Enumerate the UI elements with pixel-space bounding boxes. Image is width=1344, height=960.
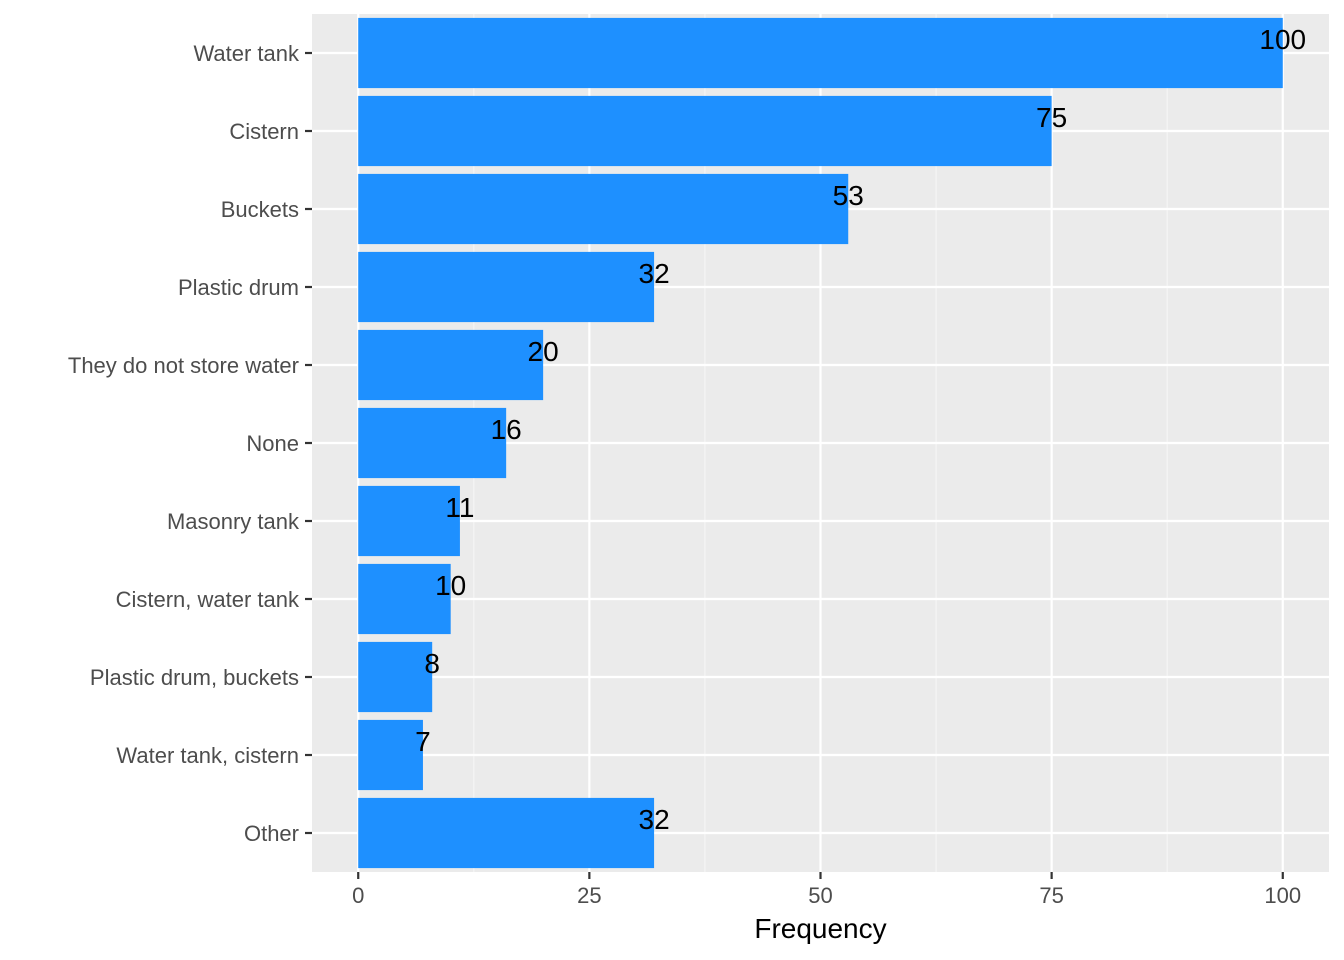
x-axis: 0 25 50 75 100	[352, 872, 1301, 908]
y-axis-category-label: Cistern	[229, 119, 299, 144]
y-axis-category-label: Masonry tank	[167, 509, 300, 534]
bars	[358, 17, 1283, 869]
bar	[358, 563, 451, 635]
bar-value-label: 32	[639, 258, 670, 289]
bar-value-label: 75	[1036, 102, 1067, 133]
y-axis-category-label: Water tank	[193, 41, 300, 66]
y-axis-category-label: Cistern, water tank	[116, 587, 300, 612]
x-axis-title: Frequency	[754, 913, 886, 944]
y-axis-category-label: Buckets	[221, 197, 299, 222]
bar	[358, 17, 1283, 89]
y-axis-category-label: Other	[244, 821, 299, 846]
bar	[358, 329, 544, 401]
y-axis-category-label: Plastic drum, buckets	[90, 665, 299, 690]
bar-value-label: 20	[528, 336, 559, 367]
bar-value-label: 7	[415, 726, 431, 757]
bar	[358, 173, 849, 245]
bar-value-label: 10	[435, 570, 466, 601]
bar	[358, 719, 423, 791]
bar	[358, 95, 1052, 167]
bar	[358, 485, 460, 557]
y-axis-category-label: They do not store water	[68, 353, 299, 378]
x-axis-tick-label: 50	[808, 883, 832, 908]
bar	[358, 641, 433, 713]
bar-value-label: 100	[1259, 24, 1306, 55]
x-axis-tick-label: 25	[577, 883, 601, 908]
y-axis-category-label: Water tank, cistern	[116, 743, 299, 768]
x-axis-tick-label: 100	[1264, 883, 1301, 908]
bar	[358, 251, 655, 323]
bar-value-label: 53	[833, 180, 864, 211]
bar-value-label: 11	[445, 492, 474, 523]
y-axis-category-label: None	[246, 431, 299, 456]
y-axis-category-label: Plastic drum	[178, 275, 299, 300]
bar	[358, 407, 507, 479]
y-axis: Water tank Cistern Buckets Plastic drum They…	[68, 41, 312, 846]
x-axis-tick-label: 0	[352, 883, 364, 908]
bar-value-label: 16	[491, 414, 522, 445]
x-axis-tick-label: 75	[1039, 883, 1063, 908]
bar-value-label: 8	[424, 648, 440, 679]
bar-value-label: 32	[639, 804, 670, 835]
bar	[358, 797, 655, 869]
bar-value-labels: 100 75 53 32 20 16 11 10 8 7 32	[415, 24, 1306, 835]
